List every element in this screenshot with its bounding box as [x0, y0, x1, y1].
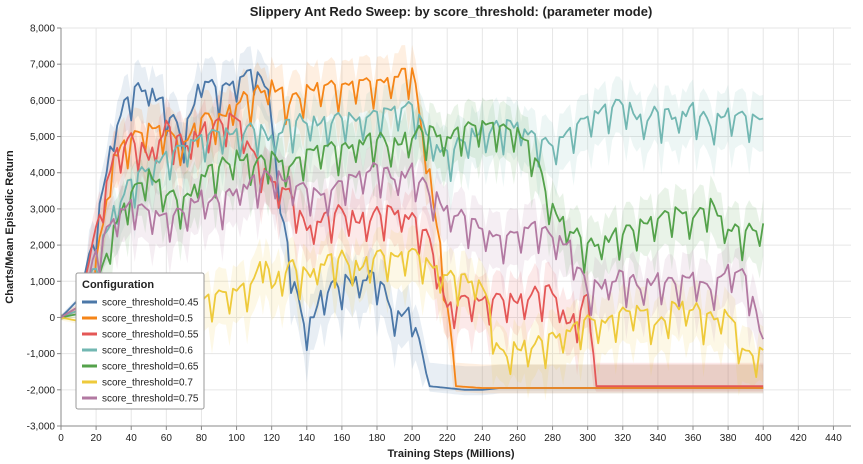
band-score_threshold=0.6	[61, 76, 764, 321]
y-tick-label: 1,000	[30, 277, 55, 288]
x-tick-label: 80	[196, 433, 208, 444]
y-tick-label: 4,000	[30, 168, 55, 179]
legend-label: score_threshold=0.75	[102, 394, 199, 405]
legend-label: score_threshold=0.65	[102, 362, 199, 373]
series-line-score_threshold=0.75	[60, 161, 765, 340]
x-tick-label: 440	[825, 433, 842, 444]
y-tick-label: 3,000	[30, 204, 55, 215]
y-axis-title: Charts/Mean Episodic Return	[4, 150, 16, 304]
legend-items: score_threshold=0.45 score_threshold=0.5s…	[82, 298, 199, 405]
legend-label: score_threshold=0.55	[102, 330, 199, 341]
band-score_threshold=0.7	[61, 225, 764, 401]
x-tick-label: 360	[685, 433, 702, 444]
x-tick-label: 380	[720, 433, 737, 444]
series-line-score_threshold=0.6	[60, 98, 764, 319]
y-tick-label: 6,000	[30, 96, 55, 107]
x-tick-label: 40	[126, 433, 138, 444]
chart-title: Slippery Ant Redo Sweep: by score_thresh…	[250, 4, 653, 19]
x-tick-label: 20	[91, 433, 103, 444]
legend-label: score_threshold=0.7	[102, 378, 193, 389]
x-tick-label: 200	[404, 433, 421, 444]
legend-box	[75, 272, 205, 410]
y-tick-label: 5,000	[30, 132, 55, 143]
x-tick-label: 0	[58, 433, 64, 444]
y-tick-label: -1,000	[27, 349, 56, 360]
x-tick-label: 420	[790, 433, 807, 444]
x-tick-label: 240	[474, 433, 491, 444]
axes: 0 20 40 60 80 100 120 140 160 180 200 220 240 260 280 3…	[27, 24, 851, 444]
series-lines	[60, 67, 765, 391]
series-line-score_threshold=0.5	[60, 67, 764, 389]
legend-label: score_threshold=0.45	[102, 298, 199, 309]
x-tick-label: 60	[161, 433, 173, 444]
y-tick-label: -2,000	[27, 385, 56, 396]
x-tick-label: 340	[650, 433, 667, 444]
x-tick-label: 220	[439, 433, 456, 444]
y-tick-label: 8,000	[30, 24, 55, 35]
legend: Configuration score_threshold=0.45score_…	[75, 272, 205, 410]
x-tick-label: 400	[755, 433, 772, 444]
y-tick-label: -3,000	[27, 422, 56, 433]
legend-label: score_threshold=0.5	[102, 314, 193, 325]
band-score_threshold=0.75	[61, 139, 764, 372]
y-tick-label: 2,000	[30, 241, 55, 252]
series-line-score_threshold=0.55	[60, 112, 764, 388]
x-tick-label: 260	[509, 433, 526, 444]
band-score_threshold=0.65	[61, 97, 764, 353]
series-line-score_threshold=0.65	[60, 120, 765, 321]
legend-label: score_threshold=0.6	[102, 346, 193, 357]
y-tick-label: 0	[49, 313, 55, 324]
legend-title: Configuration	[82, 279, 154, 291]
x-tick-label: 180	[369, 433, 386, 444]
x-tick-label: 120	[263, 433, 280, 444]
y-tick-label: 7,000	[30, 60, 55, 71]
x-axis-title: Training Steps (Millions)	[387, 448, 514, 460]
x-tick-label: 300	[579, 433, 596, 444]
x-tick-label: 140	[298, 433, 315, 444]
x-tick-label: 320	[614, 433, 631, 444]
x-tick-label: 160	[334, 433, 351, 444]
x-tick-label: 280	[544, 433, 561, 444]
x-tick-label: 100	[228, 433, 245, 444]
grid	[60, 27, 851, 427]
